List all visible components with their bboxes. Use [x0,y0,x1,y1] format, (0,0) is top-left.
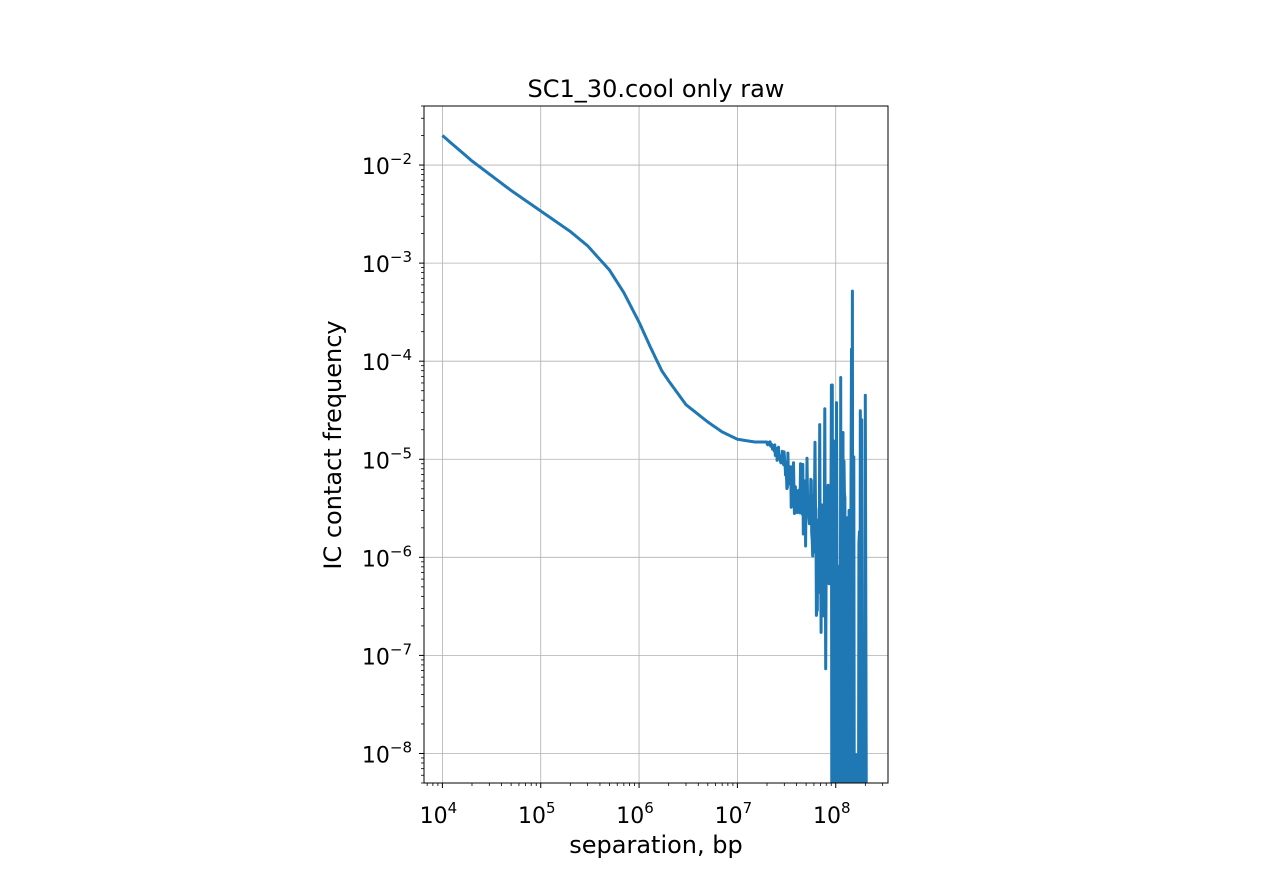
y-tick-label: 10−4 [362,346,412,376]
x-axis-label: separation, bp [569,831,742,859]
y-tick-label: 10−2 [362,150,412,180]
series-layer [441,134,868,783]
y-axis-label: IC contact frequency [319,320,347,569]
x-tick-label: 104 [420,799,458,829]
y-tick-label: 10−6 [362,542,412,572]
x-tick-label: 106 [616,799,654,829]
y-tick-labels: 10−2 10−3 10−4 10−5 10−6 10−7 10−8 [362,150,412,768]
chart-title: SC1_30.cool only raw [528,75,785,103]
y-tick-label: 10−7 [362,640,412,670]
y-tick-label: 10−3 [362,248,412,278]
major-ticks [419,164,837,788]
x-tick-labels: 104 105 106 107 108 [420,799,851,829]
x-tick-label: 105 [518,799,556,829]
y-tick-label: 10−8 [362,738,412,768]
series-line [441,134,868,783]
plot-background [424,106,888,783]
grid-lines [424,106,888,783]
x-tick-label: 107 [715,799,753,829]
y-tick-label: 10−5 [362,444,412,474]
plot-frame [423,105,889,784]
x-tick-label: 108 [813,799,851,829]
